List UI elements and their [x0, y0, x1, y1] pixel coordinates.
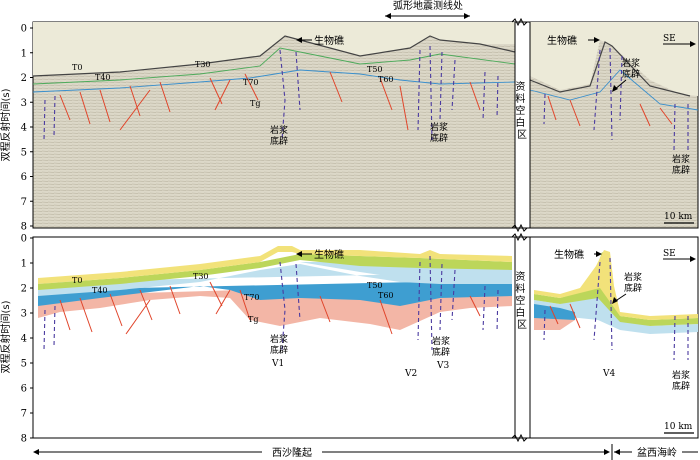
upper-horizon-t70: T70 — [243, 78, 259, 87]
lower-scale-bar: 10 km — [664, 422, 693, 432]
upper-horizon-t60: T60 — [378, 75, 394, 84]
y-axis-lower-tick-label: 0 — [21, 234, 27, 245]
y-axis-lower-tick-label: 8 — [21, 434, 27, 445]
y-axis-upper-tick-label: 0 — [21, 24, 27, 35]
upper-direction: SE — [663, 34, 676, 44]
lower-gap-char-3: 空 — [515, 294, 525, 307]
upper-magma-right-1: 岩浆 — [430, 121, 448, 133]
top-label: 弧形地震测线处 — [393, 0, 463, 12]
upper-horizon-t0: T0 — [72, 63, 82, 72]
y-axis-lower-tick-label: 3 — [21, 309, 27, 320]
upper-horizon-tg: Tg — [250, 99, 260, 108]
lower-magma-far2-2: 底辟 — [672, 380, 690, 392]
upper-gap-char-4: 白 — [515, 116, 525, 129]
y-axis-lower-tick-label: 2 — [21, 284, 27, 295]
y-axis-lower-tick-label: 4 — [21, 334, 27, 345]
y-axis-title-upper: 双程反射时间(s) — [0, 88, 12, 161]
lower-gap — [514, 236, 531, 439]
lower-magma-right-2: 底辟 — [432, 346, 450, 358]
y-axis-lower: 0 1 2 3 4 5 6 7 8 — [21, 234, 33, 445]
lower-horizon-t70: T70 — [244, 293, 260, 302]
upper-horizon-t30: T30 — [195, 60, 211, 69]
lower-gap-char-1: 资 — [515, 271, 525, 283]
region-xisha-uplift: 西沙隆起 — [272, 446, 312, 459]
lower-gap-label: 资 料 空 白 区 — [515, 271, 528, 331]
upper-magma-far2-2: 底辟 — [672, 164, 690, 176]
y-axis-upper-tick-label: 4 — [21, 123, 27, 134]
upper-gap-char-1: 资 — [515, 81, 525, 93]
y-axis-upper-tick-label: 7 — [21, 197, 27, 208]
upper-magma-mid-1: 岩浆 — [270, 124, 288, 136]
y-axis-lower-tick-label: 6 — [21, 384, 27, 395]
lower-volcano-v2: V2 — [404, 369, 417, 379]
lower-horizon-t60: T60 — [378, 291, 394, 300]
y-axis-upper-tick-label: 3 — [21, 98, 27, 109]
lower-panel: T0 T40 T30 T70 Tg T50 T60 生物礁 生物礁 岩浆 底辟 … — [32, 236, 699, 439]
upper-gap-char-2: 料 — [515, 92, 525, 105]
y-axis-upper: 0 1 2 3 4 5 6 7 8 — [21, 24, 33, 233]
lower-magma-right-1: 岩浆 — [432, 335, 450, 347]
lower-magma-mid-2: 底辟 — [270, 344, 288, 356]
lower-gap-char-2: 料 — [515, 282, 525, 295]
lower-magma-far1-1: 岩浆 — [624, 271, 642, 283]
y-axis-title-lower: 双程反射时间(s) — [0, 300, 12, 373]
upper-magma-right-2: 底辟 — [430, 132, 448, 144]
y-axis-lower-tick-label: 5 — [21, 359, 27, 370]
lower-magma-far2-1: 岩浆 — [672, 369, 690, 381]
lower-volcano-v4: V4 — [602, 369, 615, 379]
y-axis-lower-tick-label: 1 — [21, 259, 27, 270]
lower-magma-far1-2: 底辟 — [624, 282, 642, 294]
upper-seafloor — [32, 35, 516, 77]
upper-magma-mid-2: 底辟 — [270, 135, 288, 147]
lower-reef-label: 生物礁 — [314, 248, 344, 261]
lower-volcano-v1: V1 — [271, 359, 284, 369]
upper-gap-label: 资 料 空 白 区 — [515, 81, 528, 141]
y-axis-upper-tick-label: 5 — [21, 147, 27, 158]
upper-gap-char-3: 空 — [515, 104, 525, 117]
lower-direction: SE — [663, 249, 676, 259]
y-axis-upper-tick-label: 8 — [21, 222, 27, 233]
lower-horizon-t40: T40 — [92, 286, 108, 295]
upper-gap-char-5: 区 — [517, 129, 527, 141]
lower-horizon-t50: T50 — [367, 281, 383, 290]
upper-scale-bar: 10 km — [664, 212, 693, 222]
lower-horizon-tg: Tg — [248, 315, 258, 324]
upper-panel: T0 T40 T30 T70 Tg T50 T60 生物礁 生物礁 岩浆 底辟 … — [32, 21, 699, 229]
y-axis-upper-tick-label: 1 — [21, 48, 27, 59]
y-axis-upper-tick-label: 6 — [21, 172, 27, 183]
lower-volcano-v3: V3 — [436, 361, 449, 371]
y-axis-lower-tick-label: 7 — [21, 409, 27, 420]
upper-magma-far2-1: 岩浆 — [672, 153, 690, 165]
region-penxi-ridge: 盆西海岭 — [637, 446, 677, 459]
y-axis-upper-tick-label: 2 — [21, 73, 27, 84]
lower-reef-label-right: 生物礁 — [554, 248, 584, 261]
upper-reef-label-right: 生物礁 — [547, 34, 577, 47]
upper-horizon-t50: T50 — [367, 65, 383, 74]
upper-magma-far1-2: 底辟 — [622, 68, 640, 80]
lower-gap-char-4: 白 — [515, 306, 525, 319]
upper-horizon-t40: T40 — [95, 73, 111, 82]
lower-magma-mid-1: 岩浆 — [270, 333, 288, 345]
lower-right-frame — [529, 236, 699, 439]
lower-horizon-t0: T0 — [72, 276, 82, 285]
lower-horizon-t30: T30 — [193, 272, 209, 281]
upper-reef-label: 生物礁 — [314, 34, 344, 47]
lower-gap-char-5: 区 — [517, 319, 527, 331]
upper-magma-far1-1: 岩浆 — [622, 57, 640, 69]
